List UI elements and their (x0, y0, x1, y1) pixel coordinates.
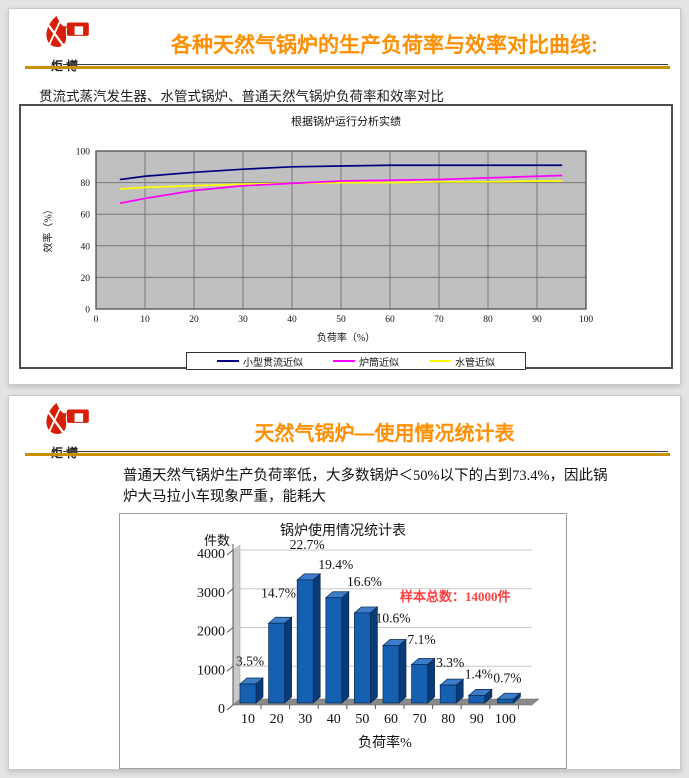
svg-text:3.5%: 3.5% (236, 654, 264, 669)
svg-text:20: 20 (81, 274, 91, 284)
svg-text:10: 10 (140, 315, 150, 325)
bar-chart-y-axis-label: 件数 (204, 533, 231, 548)
legend-item: 小型贯流近似 (217, 354, 303, 369)
bar-chart-plot: 0 1000 2000 3000 4000 3.5% 10 14.7% 20 22.7% 30 19.… (197, 537, 540, 727)
line-chart-x-axis-label: 负荷率（%） (316, 333, 376, 344)
svg-text:40: 40 (327, 712, 341, 727)
svg-text:30: 30 (238, 315, 248, 325)
svg-text:2000: 2000 (197, 625, 225, 640)
svg-text:10: 10 (241, 712, 255, 727)
body-line-1: 普通天然气锅炉生产负荷率低，大多数锅炉＜50%以下的占到73.4%，因此锅 (123, 468, 608, 484)
bar-chart-title: 锅炉使用情况统计表 (280, 524, 406, 539)
line-chart-box: 根据锅炉运行分析实绩 效率（%） 0 10 20 30 40 50 60 70 80 90 100 0… (19, 104, 673, 370)
svg-text:60: 60 (384, 712, 398, 727)
svg-text:90: 90 (470, 712, 484, 727)
svg-text:100: 100 (579, 315, 594, 325)
slide-1: 炬樽 各种天然气锅炉的生产负荷率与效率对比曲线: 贯流式蒸汽发生器、水管式锅炉、… (8, 8, 681, 385)
flame-icon (44, 15, 89, 48)
svg-text:90: 90 (532, 315, 542, 325)
svg-text:0: 0 (94, 315, 99, 325)
header-divider (63, 64, 668, 65)
header-divider (63, 451, 668, 452)
slide-2: 炬樽 天然气锅炉—使用情况统计表 普通天然气锅炉生产负荷率低，大多数锅炉＜50%… (8, 395, 681, 770)
svg-text:40: 40 (81, 242, 91, 252)
svg-text:19.4%: 19.4% (318, 557, 353, 572)
svg-text:3.3%: 3.3% (436, 655, 464, 670)
legend-label: 小型贯流近似 (243, 357, 303, 369)
svg-text:10.6%: 10.6% (376, 611, 411, 626)
slide2-title: 天然气锅炉—使用情况统计表 (254, 423, 515, 445)
legend-label: 水管近似 (455, 357, 495, 369)
body-line-2: 炉大马拉小车现象严重，能耗大 (123, 489, 326, 505)
svg-text:40: 40 (287, 315, 297, 325)
svg-text:100: 100 (495, 712, 516, 727)
svg-text:1000: 1000 (197, 663, 225, 678)
gold-divider (25, 453, 670, 456)
flame-icon (44, 402, 89, 435)
svg-text:60: 60 (385, 315, 395, 325)
svg-text:0: 0 (218, 702, 225, 717)
svg-text:14.7%: 14.7% (261, 586, 296, 601)
legend-swatch (217, 360, 239, 362)
line-chart-legend: 小型贯流近似 炉筒近似 水管近似 (186, 352, 526, 370)
line-chart-title: 根据锅炉运行分析实绩 (291, 116, 401, 128)
svg-text:70: 70 (413, 712, 427, 727)
line-chart-plot: 0 10 20 30 40 50 60 70 80 90 100 0 20 40 60 80 100 (76, 148, 594, 326)
svg-text:50: 50 (355, 712, 369, 727)
line-chart-y-axis-label: 效率（%） (43, 204, 55, 253)
svg-text:60: 60 (81, 211, 91, 221)
svg-text:16.6%: 16.6% (347, 574, 382, 589)
svg-text:20: 20 (189, 315, 199, 325)
svg-text:80: 80 (81, 179, 91, 189)
svg-text:80: 80 (483, 315, 493, 325)
legend-label: 炉筒近似 (359, 357, 399, 369)
svg-text:4000: 4000 (197, 547, 225, 562)
bar-chart-x-axis-label: 负荷率% (358, 736, 412, 751)
legend-swatch (429, 360, 451, 362)
sample-total-annotation: 样本总数：14000件 (400, 589, 511, 604)
slide1-subtitle: 贯流式蒸汽发生器、水管式锅炉、普通天然气锅炉负荷率和效率对比 (39, 89, 444, 104)
svg-text:50: 50 (336, 315, 346, 325)
company-logo-2: 炬樽 (31, 401, 101, 461)
svg-text:0.7%: 0.7% (493, 671, 521, 686)
svg-text:80: 80 (441, 712, 455, 727)
svg-text:70: 70 (434, 315, 444, 325)
svg-text:22.7%: 22.7% (290, 537, 325, 552)
bar-chart-box: 0 1000 2000 3000 4000 3.5% 10 14.7% 20 22.7% 30 19.… (119, 513, 567, 769)
gold-divider (25, 66, 670, 69)
svg-text:100: 100 (76, 148, 91, 158)
legend-item: 水管近似 (429, 354, 495, 369)
svg-text:20: 20 (270, 712, 284, 727)
svg-text:3000: 3000 (197, 586, 225, 601)
svg-text:1.4%: 1.4% (465, 666, 493, 681)
legend-item: 炉筒近似 (333, 354, 399, 369)
svg-text:0: 0 (85, 306, 90, 316)
slide1-title: 各种天然气锅炉的生产负荷率与效率对比曲线: (171, 34, 598, 57)
slide2-body-text: 普通天然气锅炉生产负荷率低，大多数锅炉＜50%以下的占到73.4%，因此锅 炉大… (123, 466, 610, 508)
company-logo: 炬樽 (31, 14, 101, 74)
svg-text:7.1%: 7.1% (408, 632, 436, 647)
legend-swatch (333, 360, 355, 362)
svg-text:30: 30 (298, 712, 312, 727)
